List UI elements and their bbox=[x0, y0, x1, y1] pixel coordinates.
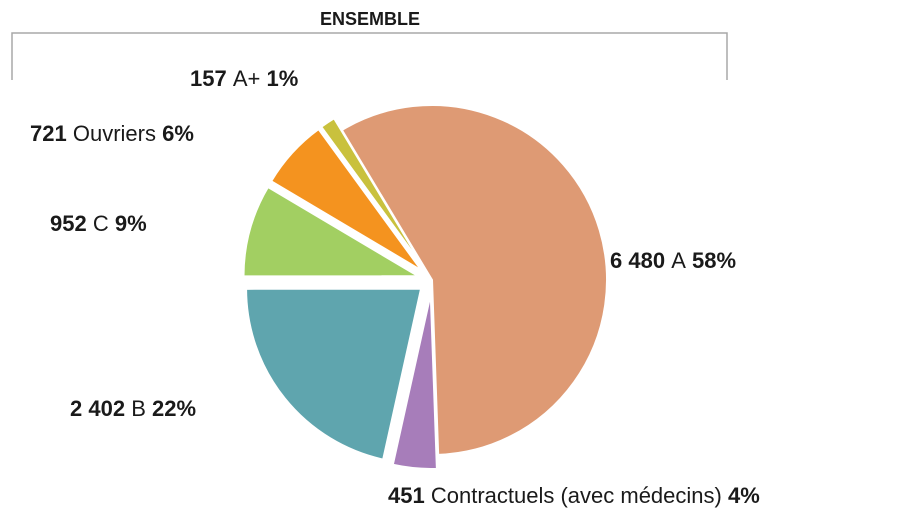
pie-slice bbox=[269, 127, 423, 272]
slice-percentage: 22% bbox=[152, 396, 196, 421]
pie-slice bbox=[340, 104, 608, 456]
slice-percentage: 58% bbox=[692, 248, 736, 273]
slice-label: 952 C 9% bbox=[50, 211, 147, 236]
slice-label: 157 A+ 1% bbox=[190, 66, 298, 91]
slice-count: 721 bbox=[30, 121, 67, 146]
slice-category: A bbox=[671, 248, 686, 273]
slice-count: 2 402 bbox=[70, 396, 125, 421]
slice-label: 721 Ouvriers 6% bbox=[30, 121, 194, 146]
slice-percentage: 1% bbox=[267, 66, 299, 91]
pie-slice bbox=[319, 116, 426, 269]
slice-count: 157 bbox=[190, 66, 227, 91]
pie-slice bbox=[391, 293, 438, 470]
pie-slice bbox=[242, 185, 423, 278]
slice-percentage: 9% bbox=[115, 211, 147, 236]
slice-category: C bbox=[93, 211, 109, 236]
slice-count: 952 bbox=[50, 211, 87, 236]
slice-count: 6 480 bbox=[610, 248, 665, 273]
slice-category: B bbox=[131, 396, 146, 421]
slice-percentage: 6% bbox=[162, 121, 194, 146]
slice-count: 451 bbox=[388, 483, 425, 508]
slice-label: 6 480 A 58% bbox=[610, 248, 736, 273]
slice-category: Contractuels (avec médecins) bbox=[431, 483, 722, 508]
slice-category: Ouvriers bbox=[73, 121, 156, 146]
title-frame bbox=[11, 32, 728, 80]
slice-percentage: 4% bbox=[728, 483, 760, 508]
slice-label: 451 Contractuels (avec médecins) 4% bbox=[388, 483, 760, 508]
chart-title: ENSEMBLE bbox=[320, 9, 420, 29]
slice-category: A+ bbox=[233, 66, 261, 91]
slice-label: 2 402 B 22% bbox=[70, 396, 196, 421]
pie-slice bbox=[245, 287, 423, 461]
